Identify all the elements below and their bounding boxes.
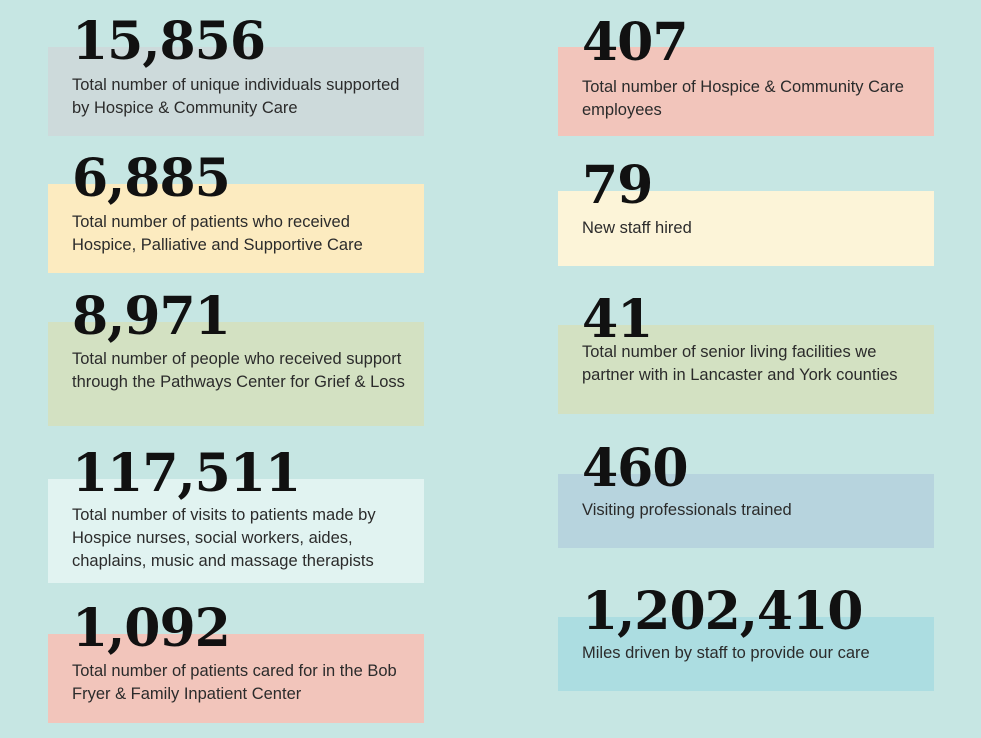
stat-description: Visiting professionals trained (582, 501, 792, 519)
stat-box (558, 47, 934, 136)
stat-unique-individuals: 15,856 Total number of unique individual… (48, 16, 424, 136)
stat-description: Total number of visits to patients made … (72, 506, 376, 570)
stat-number: 8,971 (72, 286, 231, 347)
stat-number: 1,092 (72, 598, 231, 659)
stat-number: 41 (582, 289, 653, 350)
stat-number: 460 (582, 438, 689, 499)
stat-description: Total number of patients who received Ho… (72, 213, 363, 254)
stat-description: Total number of senior living facilities… (582, 343, 898, 384)
stat-number: 117,511 (72, 443, 301, 504)
stat-box (558, 191, 934, 266)
stat-box (558, 474, 934, 548)
stat-description: Total number of Hospice & Community Care… (582, 78, 904, 119)
stat-employees: 407 Total number of Hospice & Community … (558, 17, 934, 136)
stat-number: 15,856 (72, 11, 266, 72)
stat-description: Total number of unique individuals suppo… (72, 76, 400, 117)
stat-new-staff: 79 New staff hired (558, 160, 934, 266)
stat-miles-driven: 1,202,410 Miles driven by staff to provi… (558, 586, 934, 691)
stat-description: Total number of patients cared for in th… (72, 662, 397, 703)
stat-box (48, 322, 424, 426)
stat-visiting-professionals: 460 Visiting professionals trained (558, 443, 934, 548)
stat-description: New staff hired (582, 219, 692, 237)
stat-pathways-center: 8,971 Total number of people who receive… (48, 291, 424, 426)
stat-number: 79 (582, 155, 653, 216)
stat-box (48, 184, 424, 273)
stat-box (48, 47, 424, 136)
stat-box (558, 325, 934, 414)
stat-number: 6,885 (72, 148, 231, 209)
stat-senior-living: 41 Total number of senior living facilit… (558, 294, 934, 414)
stat-box (48, 479, 424, 583)
stat-patients-care: 6,885 Total number of patients who recei… (48, 153, 424, 273)
stat-description: Total number of people who received supp… (72, 350, 405, 391)
stat-inpatient-center: 1,092 Total number of patients cared for… (48, 603, 424, 723)
stat-description: Miles driven by staff to provide our car… (582, 644, 870, 662)
stat-number: 407 (582, 12, 689, 73)
stat-number: 1,202,410 (582, 581, 863, 642)
stat-box (48, 634, 424, 723)
stat-patient-visits: 117,511 Total number of visits to patien… (48, 448, 424, 583)
stat-box (558, 617, 934, 691)
